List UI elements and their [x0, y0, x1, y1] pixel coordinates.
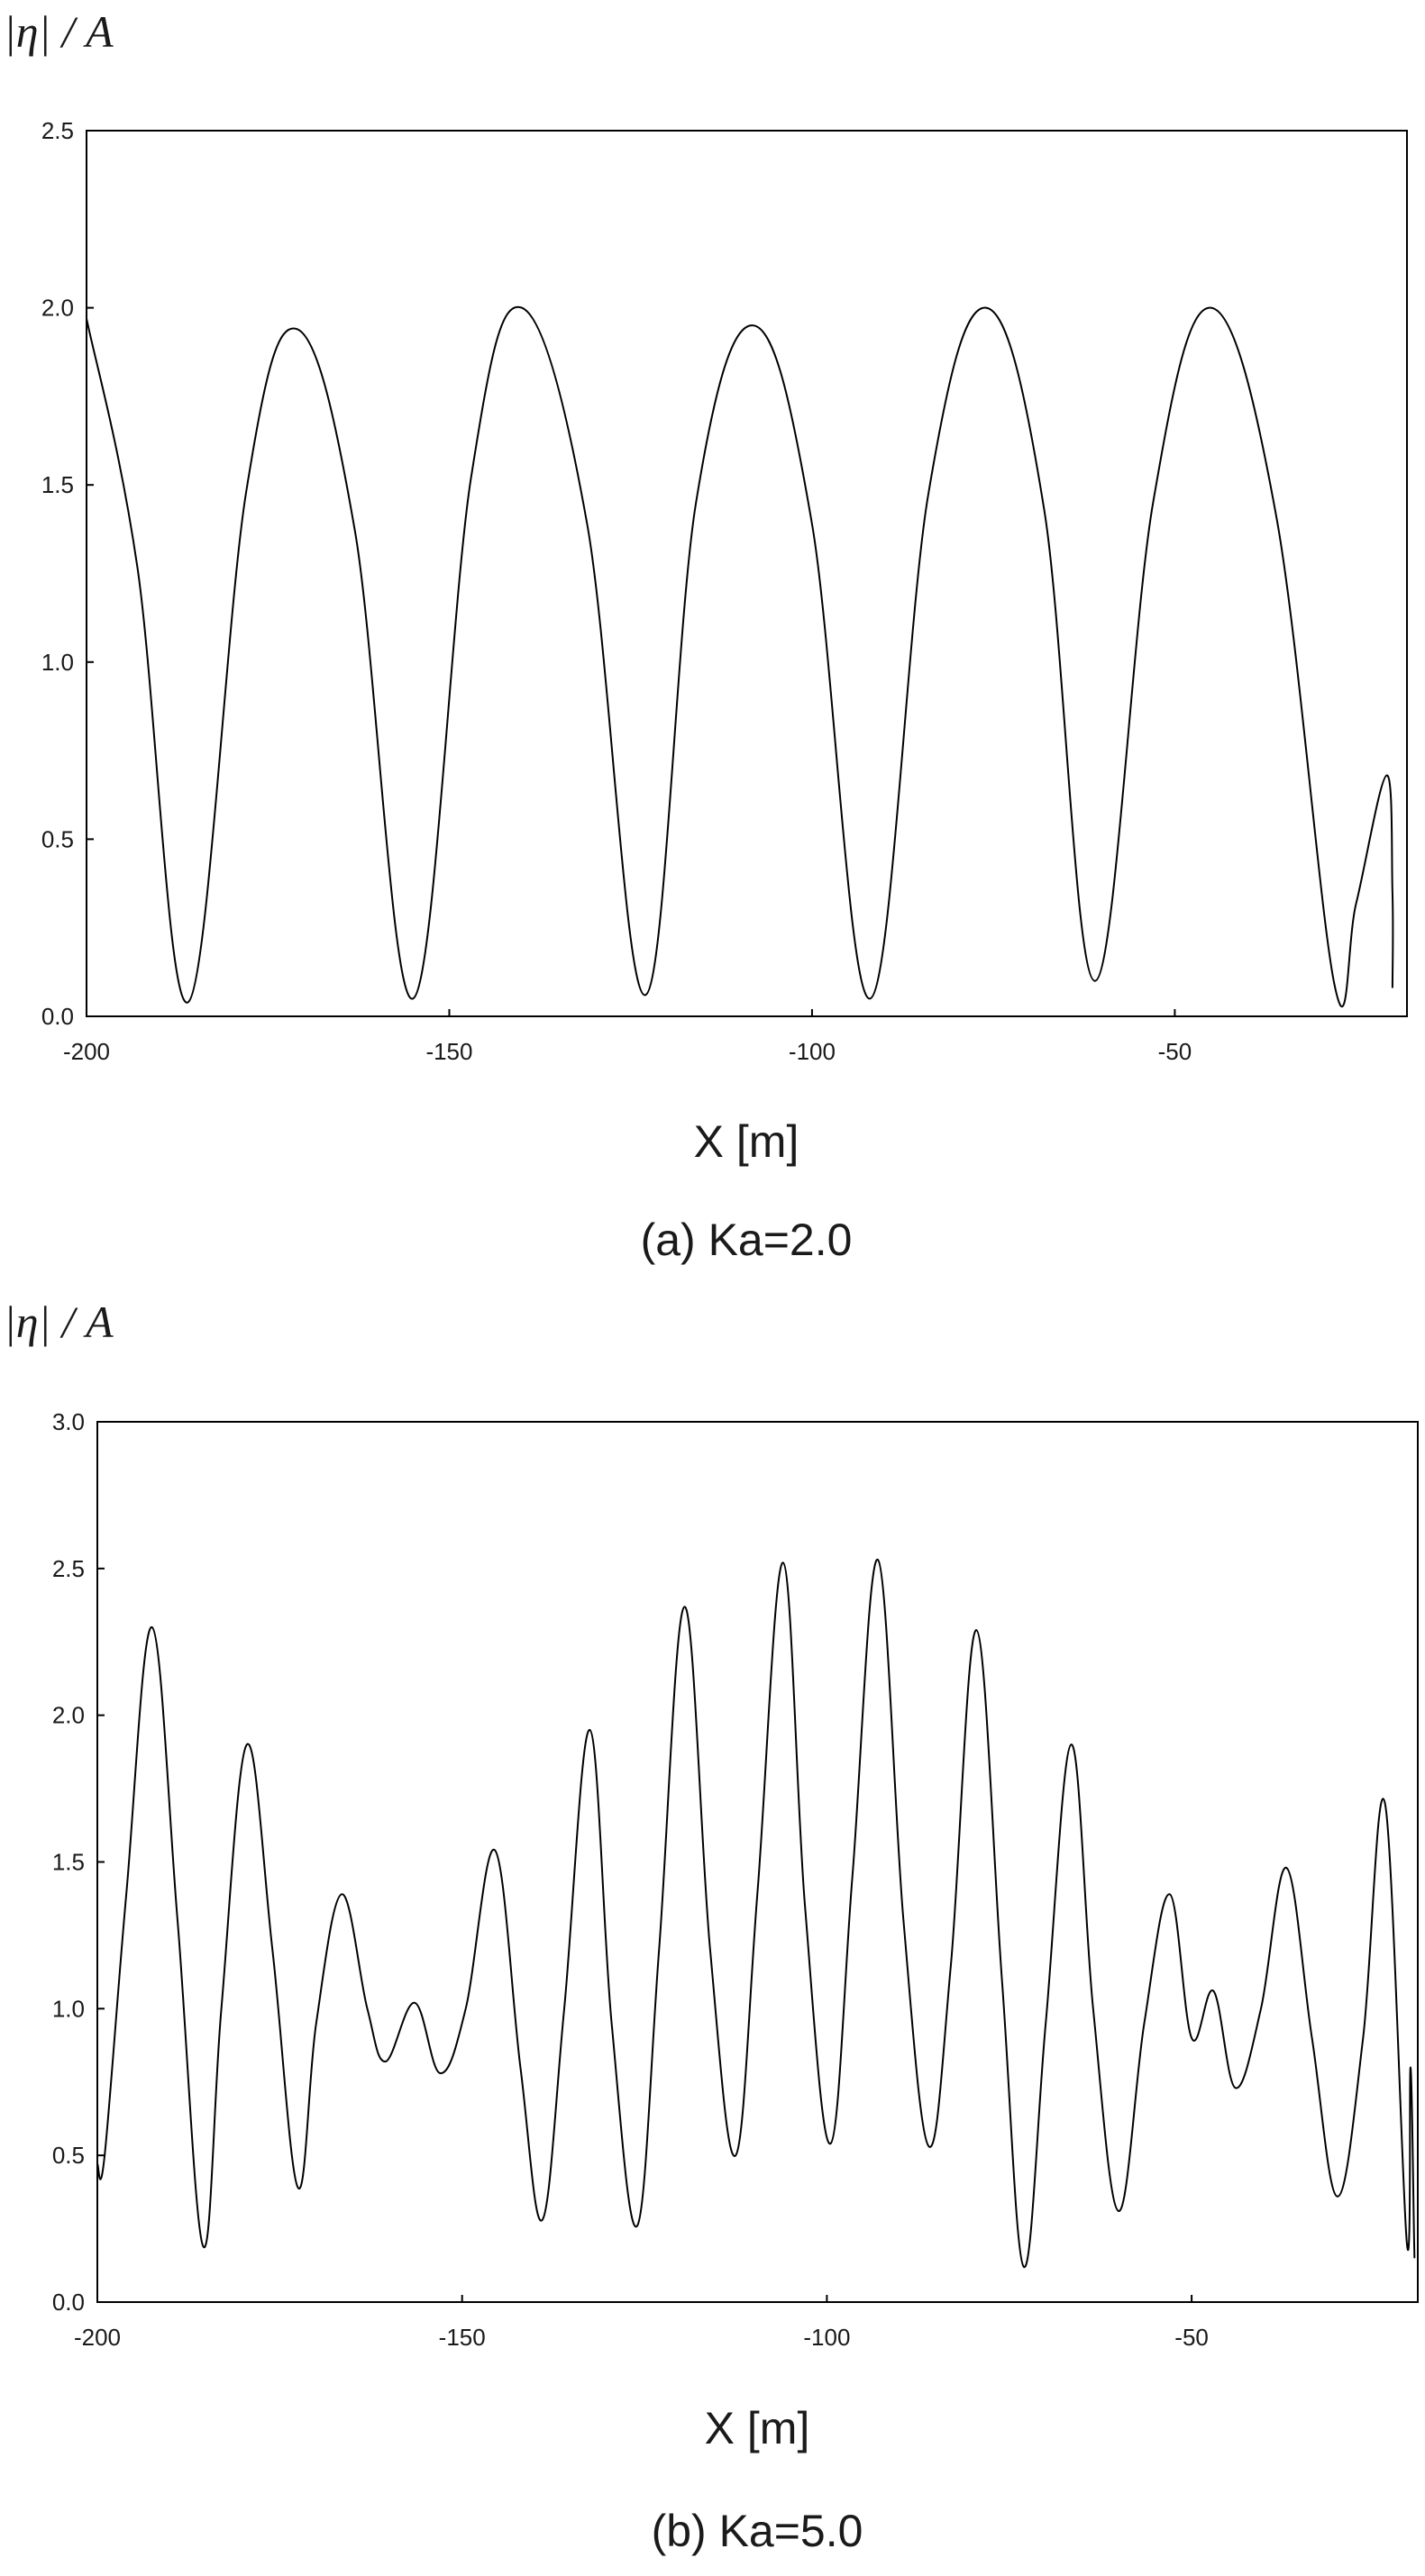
- panel-a-series-line: [86, 305, 1394, 1007]
- panel-a-y-tick-label: 1.0: [41, 649, 74, 676]
- panel-b-y-tick-label: 1.5: [52, 1849, 85, 1876]
- panel-a-caption: (a) Ka=2.0: [641, 1215, 853, 1265]
- panel-b-y-tick-label: 0.5: [52, 2142, 85, 2169]
- panel-a-x-tick-label: -150: [425, 1038, 472, 1065]
- panel-b-y-axis-label: |η| / A: [4, 1297, 114, 1347]
- panel-b-y-tick-label: 3.0: [52, 1408, 85, 1435]
- panel-a-x-tick-label: -200: [63, 1038, 110, 1065]
- panel-b-caption: (b) Ka=5.0: [652, 2506, 863, 2556]
- panel-a-y-tick-label: 1.5: [41, 471, 74, 498]
- panel-a-plot-frame: [86, 130, 1408, 1017]
- panel-b-x-axis-label: X [m]: [705, 2403, 810, 2453]
- panel-b-x-tick-label: -100: [803, 2324, 850, 2351]
- panel-b-x-tick-label: -200: [74, 2324, 121, 2351]
- panel-b-y-ticks: 0.0 0.5 1.0 1.5 2.0 2.5 3.0: [52, 1408, 105, 2316]
- panel-a-x-tick-label: -100: [789, 1038, 836, 1065]
- panel-b-y-tick-label: 2.5: [52, 1555, 85, 1582]
- panel-a-x-tick-label: -50: [1158, 1038, 1192, 1065]
- panel-a-x-ticks: -200 -150 -100 -50: [63, 1009, 1192, 1065]
- panel-a-y-tick-label: 0.0: [41, 1003, 74, 1030]
- panel-b-plot-frame: [96, 1421, 1419, 2303]
- panel-b: |η| / A 0.0 0.5 1.0 1.5 2.0 2.5 3.0 -200 -150 -1…: [4, 1297, 1419, 2556]
- panel-a-y-tick-label: 0.5: [41, 825, 74, 852]
- panel-a-y-axis-label: |η| / A: [4, 6, 114, 57]
- panel-b-x-tick-label: -150: [439, 2324, 486, 2351]
- panel-a-y-tick-label: 2.0: [41, 295, 74, 322]
- panel-a-x-axis-label: X [m]: [694, 1116, 799, 1167]
- panel-b-x-tick-label: -50: [1174, 2324, 1209, 2351]
- panel-b-y-tick-label: 1.0: [52, 1995, 85, 2022]
- panel-b-x-ticks: -200 -150 -100 -50: [74, 2295, 1209, 2351]
- panel-a-y-ticks: 0.0 0.5 1.0 1.5 2.0 2.5: [41, 117, 94, 1030]
- panel-b-y-tick-label: 2.0: [52, 1702, 85, 1729]
- panel-a: |η| / A 0.00.51.01.52.02.5 -200 -150 -100-…: [4, 6, 1408, 1265]
- panel-a-y-tick-label: 2.5: [41, 117, 74, 144]
- panel-b-y-tick-label: 0.0: [52, 2289, 85, 2316]
- panel-b-series-line: [96, 1559, 1416, 2268]
